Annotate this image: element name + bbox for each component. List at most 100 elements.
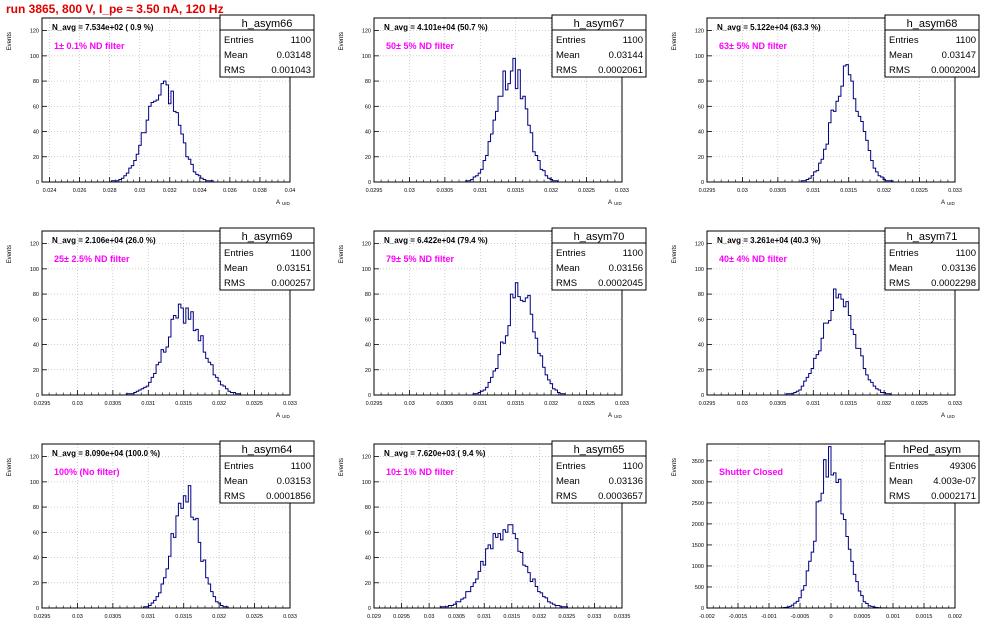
plot-frame	[41, 230, 291, 396]
x-axis-label-subscript: UID	[282, 201, 291, 206]
stats-label-mean: Mean	[224, 476, 248, 487]
x-tick-label: 0.033	[948, 188, 962, 194]
stats-label-entries: Entries	[889, 35, 919, 46]
x-tick-label: 0.0325	[246, 401, 263, 407]
y-tick-label: 0	[36, 180, 39, 186]
x-tick-label: 0.03	[134, 188, 145, 194]
x-tick-label: 0.04	[285, 188, 296, 194]
y-tick-label: 1500	[692, 543, 704, 549]
x-tick-label: -0.002	[699, 614, 715, 620]
y-axis-label: Events	[7, 458, 13, 476]
x-tick-label: 0.028	[103, 188, 117, 194]
stats-title: h_asym67	[574, 18, 625, 30]
x-tick-label: 0.0305	[104, 401, 121, 407]
histogram-series-h_asym70	[374, 282, 622, 396]
plot-frame	[41, 443, 291, 609]
filter-label: 50± 5% ND filter	[386, 41, 454, 51]
x-tick-label: 0.0315	[175, 401, 192, 407]
y-tick-label: 60	[365, 317, 371, 323]
filter-label: 100% (No filter)	[54, 467, 120, 477]
stats-label-entries: Entries	[224, 461, 254, 472]
stats-value-entries: 1100	[623, 35, 643, 46]
stats-box	[551, 440, 647, 504]
y-tick-label: 120	[362, 455, 371, 461]
plot-frame	[706, 443, 956, 609]
y-tick-label: 20	[33, 155, 39, 161]
y-tick-label: 100	[30, 54, 39, 60]
stats-label-rms: RMS	[556, 491, 577, 502]
navg-label: N_avg = 7.534e+02 ( 0.9 %)	[52, 23, 154, 32]
x-tick-label: 0.033	[615, 188, 629, 194]
y-tick-label: 40	[365, 556, 371, 562]
stats-label-mean: Mean	[889, 476, 913, 487]
stats-value-rms: 0.001043	[271, 65, 311, 76]
stats-box	[884, 227, 980, 291]
x-tick-label: 0.0305	[104, 614, 121, 620]
x-tick-label: 0.033	[588, 614, 602, 620]
y-tick-label: 0	[368, 606, 371, 612]
x-tick-label: 0.0295	[34, 614, 51, 620]
x-tick-label: 0.0325	[558, 614, 575, 620]
x-tick-label: 0.024	[43, 188, 57, 194]
x-tick-label: 0.031	[141, 401, 155, 407]
x-tick-label: 0.0295	[366, 188, 383, 194]
y-axis-label: Events	[339, 245, 345, 263]
stats-value-entries: 1100	[291, 35, 311, 46]
y-tick-label: 80	[365, 292, 371, 298]
stats-label-mean: Mean	[889, 50, 913, 61]
y-tick-label: 3500	[692, 459, 704, 465]
y-tick-label: 0	[701, 606, 704, 612]
x-tick-label: 0.031	[806, 401, 820, 407]
histogram-panel-h_asym66: 0.024 0.026 0.028 0.03 0.032 0.034 0.036 0.038 0…	[7, 14, 315, 206]
y-tick-label: 120	[362, 29, 371, 35]
y-tick-label: 40	[33, 556, 39, 562]
y-tick-label: 120	[695, 242, 704, 248]
y-tick-label: 80	[33, 292, 39, 298]
stats-label-mean: Mean	[556, 263, 580, 274]
navg-label: N_avg = 8.090e+04 (100.0 %)	[52, 449, 160, 458]
stats-label-mean: Mean	[224, 50, 248, 61]
y-tick-label: 120	[695, 29, 704, 35]
plot-frame	[373, 230, 623, 396]
x-tick-label: 0.03	[424, 614, 435, 620]
y-tick-label: 20	[698, 155, 704, 161]
stats-value-rms: 0.0001856	[266, 491, 311, 502]
y-tick-label: 100	[30, 267, 39, 273]
filter-label: 79± 5% ND filter	[386, 254, 454, 264]
y-tick-label: 80	[365, 79, 371, 85]
x-tick-label: 0.033	[283, 614, 297, 620]
x-tick-label: 0.038	[253, 188, 267, 194]
x-tick-label: 0.032	[163, 188, 177, 194]
x-tick-label: 0.0315	[507, 401, 524, 407]
x-tick-label: 0.034	[193, 188, 207, 194]
y-tick-label: 80	[33, 505, 39, 511]
x-axis-label-subscript: UID	[947, 414, 956, 419]
x-tick-label: 0.029	[367, 614, 381, 620]
y-tick-label: 120	[362, 242, 371, 248]
x-tick-label: 0.031	[473, 401, 487, 407]
filter-label: Shutter Closed	[719, 467, 783, 477]
x-axis-label-subscript: UID	[282, 414, 291, 419]
x-tick-label: 0.032	[877, 401, 891, 407]
filter-label: 1± 0.1% ND filter	[54, 41, 125, 51]
histogram-panel-h_asym69: 0.0295 0.03 0.0305 0.031 0.0315 0.032 0.0325 0.…	[7, 227, 315, 419]
x-tick-label: 0.0305	[769, 401, 786, 407]
stats-label-mean: Mean	[224, 263, 248, 274]
stats-value-mean: 4.003e-07	[933, 476, 976, 487]
x-tick-label: 0.0315	[503, 614, 520, 620]
histogram-panel-hPed_asym: -0.002 -0.0015 -0.001 -0.0005 0 0.0005 0.001 0.…	[672, 440, 980, 620]
x-tick-label: 0.002	[948, 614, 962, 620]
stats-value-mean: 0.03144	[609, 50, 643, 61]
x-tick-label: 0.036	[223, 188, 237, 194]
x-axis-label: A	[941, 413, 945, 419]
stats-value-rms: 0.0003657	[598, 491, 643, 502]
plot-frame	[706, 230, 956, 396]
y-tick-label: 80	[698, 292, 704, 298]
x-axis-label-subscript: UID	[614, 201, 623, 206]
stats-value-rms: 0.0002298	[931, 278, 976, 289]
histogram-panel-h_asym70: 0.0295 0.03 0.0305 0.031 0.0315 0.032 0.0325 0.…	[339, 227, 647, 419]
x-axis-label: A	[608, 413, 612, 419]
x-tick-label: 0.03	[72, 401, 83, 407]
y-tick-label: 0	[701, 393, 704, 399]
